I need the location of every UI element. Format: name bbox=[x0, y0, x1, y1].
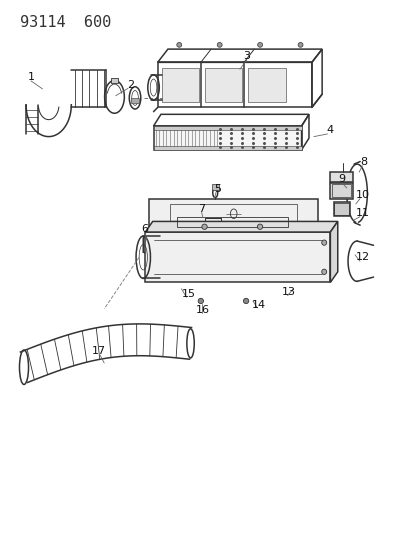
Bar bbox=[333, 202, 349, 216]
Bar bbox=[247, 68, 285, 102]
Text: 3: 3 bbox=[243, 51, 250, 61]
Ellipse shape bbox=[176, 43, 181, 47]
Ellipse shape bbox=[243, 298, 248, 304]
Polygon shape bbox=[297, 228, 321, 255]
Text: 10: 10 bbox=[355, 190, 368, 200]
Ellipse shape bbox=[321, 240, 326, 245]
Text: 16: 16 bbox=[195, 305, 209, 315]
Bar bbox=[145, 232, 330, 282]
Text: 6: 6 bbox=[141, 224, 147, 235]
Bar bbox=[149, 199, 317, 228]
Text: 9: 9 bbox=[337, 174, 344, 184]
Ellipse shape bbox=[321, 269, 326, 274]
Text: 13: 13 bbox=[282, 287, 296, 297]
Text: 8: 8 bbox=[360, 157, 367, 167]
Bar bbox=[131, 98, 139, 103]
Bar bbox=[176, 217, 287, 227]
Text: 2: 2 bbox=[127, 79, 134, 90]
Ellipse shape bbox=[257, 43, 262, 47]
Bar bbox=[153, 146, 301, 150]
Text: 17: 17 bbox=[92, 346, 106, 357]
Bar bbox=[111, 78, 117, 83]
Ellipse shape bbox=[217, 43, 222, 47]
Bar bbox=[330, 183, 352, 199]
Text: 1: 1 bbox=[27, 72, 34, 82]
Ellipse shape bbox=[257, 224, 262, 229]
Text: 5: 5 bbox=[214, 183, 221, 193]
Bar bbox=[153, 126, 301, 150]
Ellipse shape bbox=[202, 224, 206, 229]
Polygon shape bbox=[145, 221, 337, 232]
Bar bbox=[334, 203, 349, 215]
Text: 12: 12 bbox=[354, 253, 369, 262]
Bar bbox=[153, 126, 301, 130]
Bar bbox=[332, 184, 350, 197]
Text: 14: 14 bbox=[252, 300, 266, 310]
Polygon shape bbox=[143, 228, 164, 255]
Bar bbox=[204, 68, 242, 102]
Text: 7: 7 bbox=[197, 204, 205, 214]
Bar bbox=[170, 205, 297, 223]
Polygon shape bbox=[330, 221, 337, 282]
Text: 4: 4 bbox=[326, 125, 333, 135]
Bar bbox=[161, 68, 199, 102]
Ellipse shape bbox=[297, 43, 302, 47]
Text: 93114  600: 93114 600 bbox=[20, 14, 111, 30]
Text: 11: 11 bbox=[355, 208, 368, 219]
Text: 15: 15 bbox=[181, 289, 195, 299]
Bar bbox=[330, 172, 352, 182]
Ellipse shape bbox=[198, 298, 203, 304]
Bar bbox=[211, 184, 218, 190]
Bar bbox=[157, 62, 311, 108]
